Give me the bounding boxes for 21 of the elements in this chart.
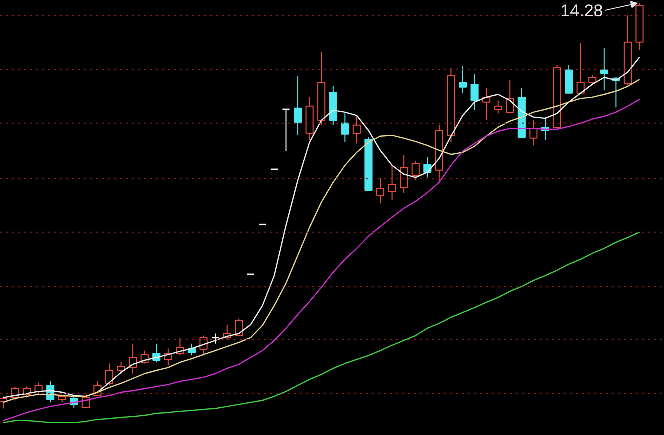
candlestick <box>352 116 361 144</box>
annotation: 14.28 <box>560 2 604 21</box>
candlestick <box>600 48 608 92</box>
candlestick <box>117 362 126 374</box>
candlestick <box>424 156 432 178</box>
candlestick <box>470 74 479 111</box>
candlestick <box>105 363 114 386</box>
candlestick <box>506 80 514 114</box>
candlestick <box>129 343 138 374</box>
candlestick <box>458 66 468 94</box>
candlestick <box>294 76 302 136</box>
candlestick <box>576 43 585 94</box>
candlestick <box>565 64 574 94</box>
candlestick <box>211 333 220 344</box>
candlestick <box>376 178 385 204</box>
candlestick <box>494 100 502 114</box>
candlestick <box>282 108 291 152</box>
candlestick <box>388 165 396 201</box>
candlestick <box>341 113 350 143</box>
candlestick <box>400 154 408 194</box>
candlestick <box>412 161 420 182</box>
